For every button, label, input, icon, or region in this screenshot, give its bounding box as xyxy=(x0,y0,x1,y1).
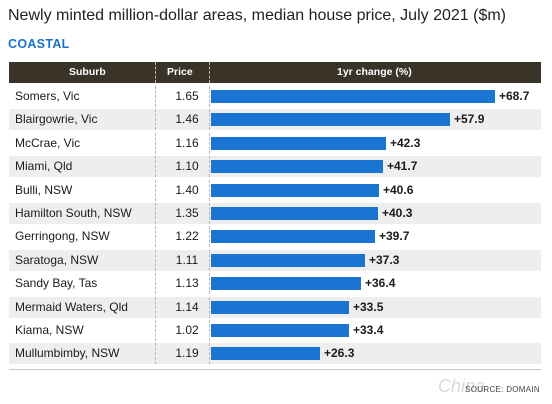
price-cell: 1.35 xyxy=(175,206,199,220)
section-label: COASTAL xyxy=(8,37,70,51)
suburb-cell: Sandy Bay, Tas xyxy=(15,276,98,291)
change-value-label: +33.4 xyxy=(353,323,384,337)
column-divider xyxy=(209,179,210,201)
change-bar xyxy=(211,136,386,150)
table-row: Kiama, NSW 1.02 +33.4 xyxy=(9,320,541,341)
table-row: Somers, Vic 1.65 +68.7 xyxy=(9,86,541,107)
column-divider xyxy=(155,273,156,295)
table-row: Hamilton South, NSW 1.35 +40.3 xyxy=(9,203,541,224)
column-divider xyxy=(155,249,156,271)
change-bar xyxy=(211,207,378,220)
header-price: Price xyxy=(167,66,193,78)
suburb-cell: McCrae, Vic xyxy=(15,135,81,150)
suburb-cell: Kiama, NSW xyxy=(15,323,84,337)
table-row: Blairgowrie, Vic 1.46 +57.9 xyxy=(9,109,541,131)
table-row: Bulli, NSW 1.40 +40.6 xyxy=(9,179,541,201)
price-cell: 1.46 xyxy=(175,112,199,127)
suburb-cell: Blairgowrie, Vic xyxy=(15,112,98,127)
change-value-label: +36.4 xyxy=(365,276,396,291)
change-bar xyxy=(211,183,379,197)
change-bar xyxy=(211,300,349,314)
table-header: Suburb Price 1yr change (%) xyxy=(9,62,541,83)
watermark: China xyxy=(438,376,486,396)
column-divider xyxy=(209,320,210,341)
column-divider xyxy=(155,156,156,178)
table-row: Mullumbimby, NSW 1.19 +26.3 xyxy=(9,343,541,365)
column-divider xyxy=(209,296,210,318)
change-value-label: +40.3 xyxy=(382,206,413,220)
price-cell: 1.19 xyxy=(175,346,199,361)
column-divider xyxy=(155,320,156,341)
column-divider xyxy=(155,109,156,131)
suburb-cell: Miami, Qld xyxy=(15,159,73,174)
suburb-cell: Mermaid Waters, Qld xyxy=(15,299,128,314)
price-cell: 1.65 xyxy=(175,89,199,103)
change-value-label: +57.9 xyxy=(454,112,485,127)
table-frame xyxy=(9,62,541,370)
change-bar xyxy=(211,230,375,244)
price-cell: 1.40 xyxy=(175,182,199,197)
column-divider xyxy=(209,249,210,271)
column-divider xyxy=(155,203,156,224)
change-value-label: +33.5 xyxy=(353,299,384,314)
suburb-cell: Saratoga, NSW xyxy=(15,252,99,267)
table-row: Miami, Qld 1.10 +41.7 xyxy=(9,156,541,178)
change-value-label: +41.7 xyxy=(387,159,418,174)
header-divider xyxy=(155,62,156,83)
table-row: Saratoga, NSW 1.11 +37.3 xyxy=(9,249,541,271)
change-bar xyxy=(211,113,450,127)
change-value-label: +40.6 xyxy=(383,182,414,197)
change-value-label: +68.7 xyxy=(499,89,530,103)
change-bar xyxy=(211,324,349,337)
table-row: Mermaid Waters, Qld 1.14 +33.5 xyxy=(9,296,541,318)
column-divider xyxy=(209,132,210,154)
column-divider xyxy=(209,86,210,107)
change-value-label: +26.3 xyxy=(324,346,355,361)
column-divider xyxy=(155,226,156,248)
change-value-label: +42.3 xyxy=(390,135,421,150)
chart-title: Newly minted million-dollar areas, media… xyxy=(8,7,506,24)
price-cell: 1.02 xyxy=(175,323,199,337)
change-bar xyxy=(211,90,495,103)
price-cell: 1.22 xyxy=(175,229,199,244)
column-divider xyxy=(209,343,210,365)
column-divider xyxy=(209,273,210,295)
source-note: SOURCE: DOMAIN xyxy=(465,385,540,394)
price-cell: 1.11 xyxy=(175,252,199,267)
table-row: Sandy Bay, Tas 1.13 +36.4 xyxy=(9,273,541,295)
header-change: 1yr change (%) xyxy=(337,66,412,78)
header-suburb: Suburb xyxy=(69,66,106,78)
change-bar xyxy=(211,160,383,174)
change-value-label: +39.7 xyxy=(379,229,410,244)
price-cell: 1.10 xyxy=(175,159,199,174)
column-divider xyxy=(155,179,156,201)
change-bar xyxy=(211,253,365,267)
column-divider xyxy=(155,86,156,107)
column-divider xyxy=(155,343,156,365)
suburb-cell: Somers, Vic xyxy=(15,89,80,103)
table-row: McCrae, Vic 1.16 +42.3 xyxy=(9,132,541,154)
change-value-label: +37.3 xyxy=(369,252,400,267)
price-cell: 1.16 xyxy=(175,135,199,150)
price-cell: 1.13 xyxy=(175,276,199,291)
column-divider xyxy=(209,226,210,248)
column-divider xyxy=(155,132,156,154)
suburb-cell: Gerringong, NSW xyxy=(15,229,110,244)
suburb-cell: Hamilton South, NSW xyxy=(15,206,132,220)
column-divider xyxy=(155,296,156,318)
price-cell: 1.14 xyxy=(175,299,199,314)
column-divider xyxy=(209,203,210,224)
column-divider xyxy=(209,156,210,178)
suburb-cell: Mullumbimby, NSW xyxy=(15,346,120,361)
suburb-cell: Bulli, NSW xyxy=(15,182,73,197)
column-divider xyxy=(209,109,210,131)
header-divider xyxy=(209,62,210,83)
change-bar xyxy=(211,347,320,361)
change-bar xyxy=(211,277,361,291)
table-row: Gerringong, NSW 1.22 +39.7 xyxy=(9,226,541,248)
